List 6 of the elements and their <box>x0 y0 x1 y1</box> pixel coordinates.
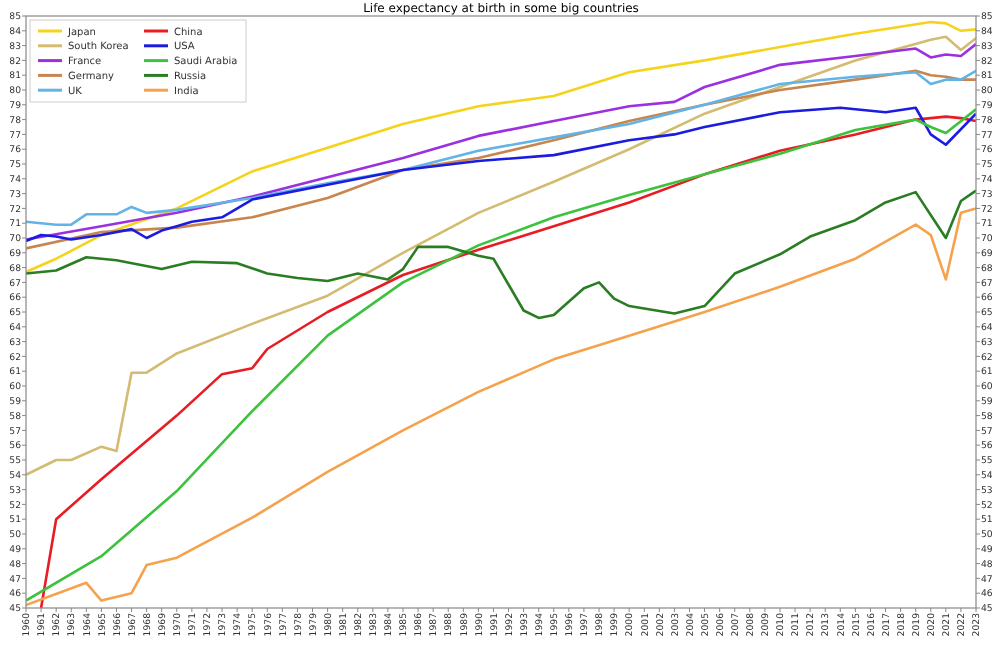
line-series <box>26 106 976 243</box>
line-series <box>26 35 976 477</box>
line-series <box>26 42 976 241</box>
line-series <box>26 207 976 607</box>
line-series <box>26 20 976 274</box>
line-series <box>26 189 976 320</box>
